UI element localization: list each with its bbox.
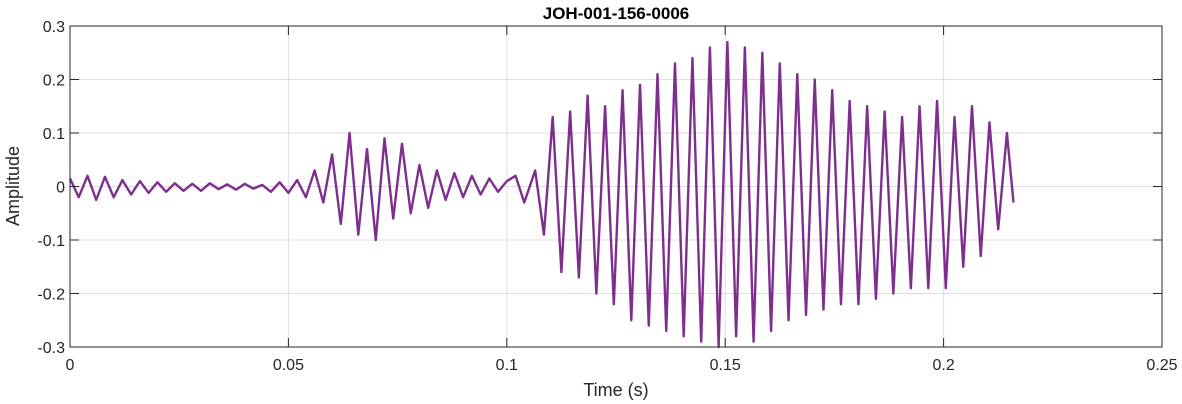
- x-tick-label: 0.2: [932, 357, 954, 374]
- x-tick-label: 0.15: [710, 357, 741, 374]
- x-tick-label: 0.25: [1146, 357, 1177, 374]
- y-tick-label: -0.3: [37, 340, 65, 357]
- series-group: [68, 40, 1015, 349]
- series-line: [68, 40, 1015, 349]
- x-tick-label: 0.1: [496, 357, 518, 374]
- y-axis-label: Amplitude: [3, 146, 23, 226]
- y-tick-label: 0.1: [43, 126, 65, 143]
- x-tick-label: 0.05: [273, 357, 304, 374]
- chart-title: JOH-001-156-0006: [543, 4, 689, 23]
- y-tick-label: 0.2: [43, 73, 65, 90]
- y-tick-label: 0: [56, 180, 65, 197]
- y-tick-label: -0.1: [37, 233, 65, 250]
- y-tick-label: -0.2: [37, 287, 65, 304]
- tick-marks: [69, 25, 1163, 348]
- x-tick-label: 0: [66, 357, 75, 374]
- x-tick-labels: 0 0.05 0.1 0.15 0.2 0.25: [66, 357, 1178, 374]
- x-axis-label: Time (s): [583, 380, 648, 400]
- y-tick-label: 0.3: [43, 19, 65, 36]
- y-tick-labels: -0.3 -0.2 -0.1 0 0.1 0.2 0.3: [37, 19, 65, 357]
